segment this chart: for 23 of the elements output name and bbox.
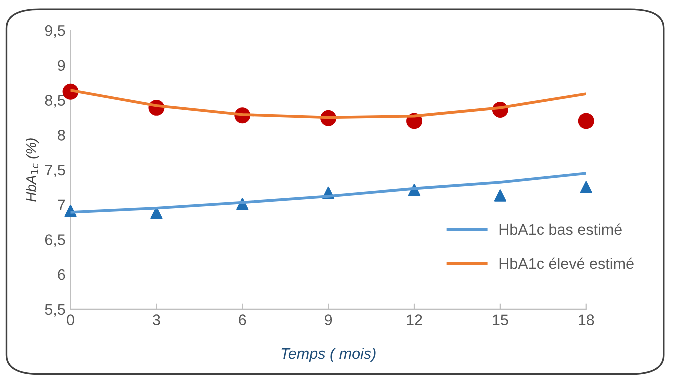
x-tick-label: 12 <box>407 314 422 326</box>
x-tick-label: 6 <box>239 314 246 326</box>
y-tick-label: 7 <box>58 200 66 210</box>
legend-label: HbA1c élevé estimé <box>500 258 634 270</box>
x-tick-label: 0 <box>67 314 74 326</box>
x-tick-label: 9 <box>325 314 332 326</box>
y-tick-label: 6,5 <box>45 234 66 248</box>
point <box>494 190 507 202</box>
y-axis-title: HbA$_{1c}$ (%) <box>26 138 39 202</box>
x-axis-title: Temps ( mois) <box>282 348 376 362</box>
x-tick-label: 18 <box>579 314 594 326</box>
point <box>580 181 592 194</box>
y-tick-label: 7,5 <box>45 165 66 178</box>
point <box>578 113 594 130</box>
y-tick-label: 9 <box>58 60 66 72</box>
y-tick-label: 9,5 <box>45 25 66 38</box>
y-tick-label: 8 <box>58 130 66 141</box>
legend-label: HbA1c bas estimé <box>500 224 622 236</box>
y-tick-label: 5,5 <box>45 304 66 317</box>
y-tick-label: 8,5 <box>45 95 66 108</box>
x-tick-label: 3 <box>153 314 160 326</box>
y-tick-label: 6 <box>58 269 66 280</box>
x-tick-label: 15 <box>493 314 508 326</box>
